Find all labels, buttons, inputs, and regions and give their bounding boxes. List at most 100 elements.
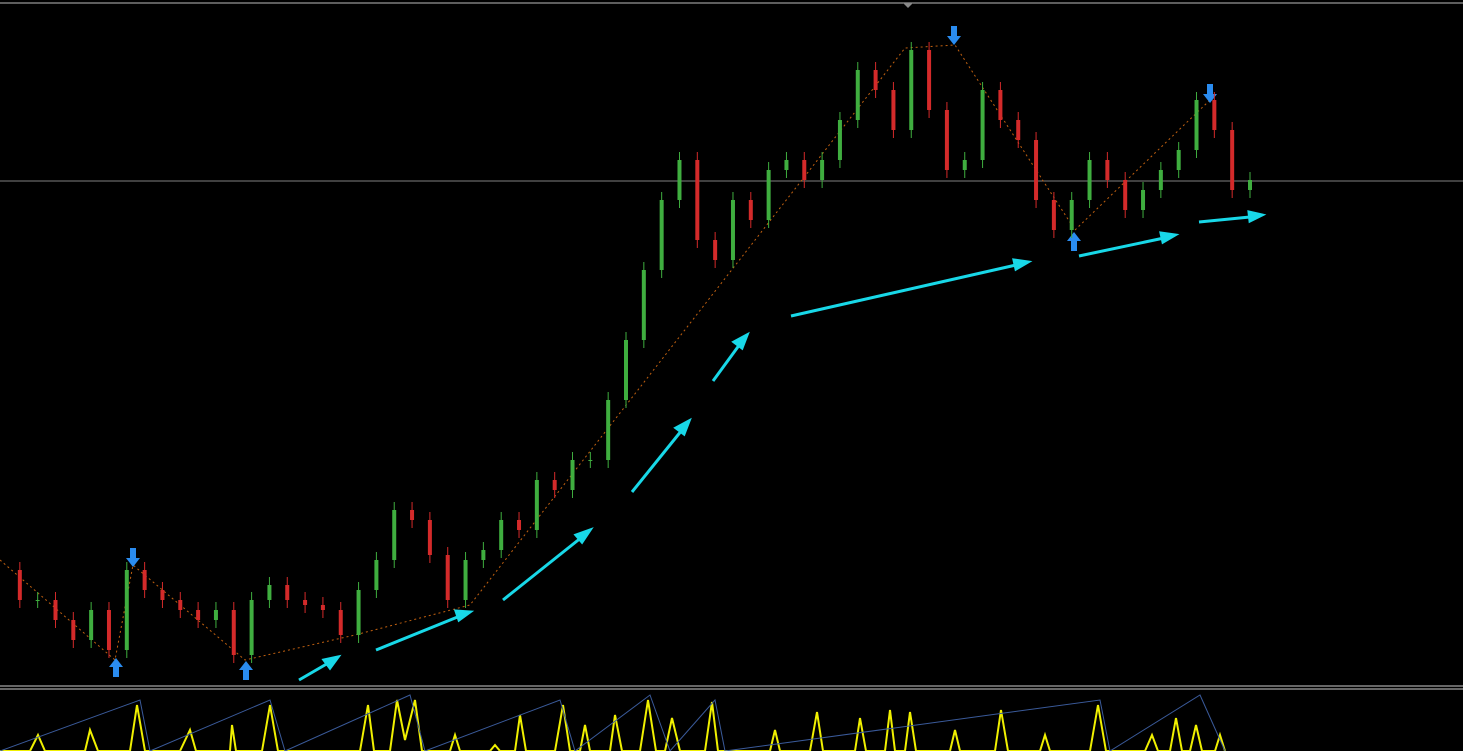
candle [463,560,468,600]
candle [980,90,985,160]
candle [873,70,878,90]
arrow-head [453,609,475,623]
candle [35,600,40,601]
candle [142,570,147,590]
candle [356,590,361,635]
candle [17,570,22,600]
candle [1051,200,1056,230]
candle [802,160,807,180]
candle [624,340,628,400]
arrow-head [1247,210,1267,224]
candle [213,610,218,620]
candle [570,460,575,490]
candle [588,460,593,461]
up-arrow [1067,232,1081,251]
candle [71,620,76,640]
candle [1158,170,1163,190]
candle [677,160,682,200]
candle [285,585,290,600]
candle [944,110,949,170]
candle [1141,190,1146,210]
candle [249,600,254,655]
candle [1230,130,1235,190]
candle [303,600,308,605]
candle [713,240,718,260]
trend-arrows [298,210,1267,682]
candle [1034,140,1039,200]
candle [1248,180,1252,190]
up-arrow [239,661,253,680]
candle [320,605,325,610]
candle [1212,100,1217,130]
arrow [298,660,331,682]
down-arrow [947,26,961,45]
candle [766,170,771,220]
candle [481,550,486,560]
candle [499,520,504,550]
candle [962,160,967,170]
candle [178,600,183,610]
candle [606,400,611,460]
candle [1176,150,1181,170]
candle [855,70,860,120]
candle [1123,180,1128,210]
candle [748,200,753,220]
candle [427,520,432,555]
candle [1105,160,1110,180]
shift-marker [903,3,913,8]
arrow [790,263,1017,318]
zigzag-line [0,44,1211,661]
candle [891,90,896,130]
candle [1194,100,1199,150]
candle [784,160,789,170]
candle [552,480,557,490]
candle [909,50,914,130]
candle [196,610,201,620]
arrow-head [573,527,594,545]
down-arrow [126,548,140,567]
arrow-head [1012,258,1033,272]
arrow [1198,215,1251,224]
candle [730,200,735,260]
candle [1016,120,1021,140]
candle [517,520,522,530]
candle [89,610,94,640]
candle [659,200,664,270]
candle [106,610,111,650]
candle [998,90,1003,120]
indicator-signal [0,694,1226,751]
candle [160,590,165,600]
arrow [502,535,583,602]
candle [837,120,842,160]
candle [927,50,932,110]
arrow-head [731,331,750,351]
arrow [711,343,742,382]
candle [231,610,236,655]
candle [1069,200,1074,230]
arrow-head [1159,231,1180,245]
arrow-head [321,654,342,671]
candle [53,600,58,620]
candle [338,610,343,635]
arrow [630,429,684,493]
candle [392,510,397,560]
candle [641,270,646,340]
up-arrow [109,658,123,677]
arrow-head [673,417,692,437]
arrow [375,614,461,652]
candle [445,555,450,600]
candle [534,480,539,530]
candle [820,160,825,180]
down-arrow [1203,84,1217,103]
indicator-line [0,699,1226,751]
candle [374,560,379,590]
candle [410,510,415,520]
candle [1087,160,1092,200]
candle [267,585,272,600]
arrow [1078,236,1165,258]
candle [124,570,129,650]
fractal-arrows [109,26,1217,680]
